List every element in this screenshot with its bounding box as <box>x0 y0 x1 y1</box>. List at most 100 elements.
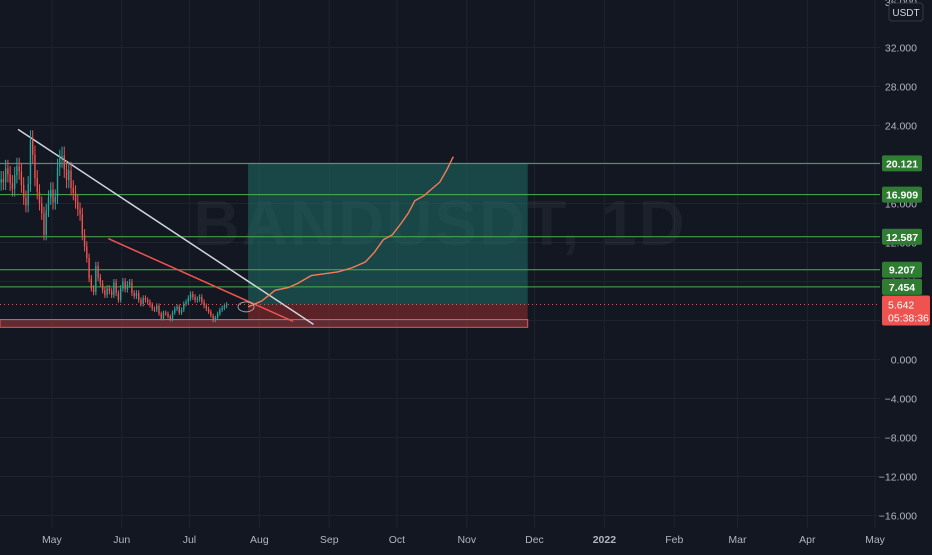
candle-body <box>43 213 45 235</box>
candle-body <box>41 203 43 214</box>
projection-path[interactable] <box>237 156 454 313</box>
candle-body <box>158 305 160 314</box>
candle-body <box>140 300 142 304</box>
candle-body <box>63 155 65 170</box>
candle-body <box>47 197 50 211</box>
candle-body <box>174 308 176 313</box>
candle-body <box>147 300 149 302</box>
horizontal-levels[interactable] <box>0 162 880 288</box>
candle-body <box>198 297 201 300</box>
candle-body <box>196 299 199 301</box>
candle-body <box>65 169 68 181</box>
candle-body <box>117 293 120 301</box>
candle-body <box>20 171 23 185</box>
candle-body <box>77 201 79 210</box>
candle-body <box>221 307 223 310</box>
candle-body <box>22 184 25 198</box>
candle-body <box>29 140 32 184</box>
candle-body <box>203 301 205 306</box>
x-tick-label: Apr <box>799 534 816 546</box>
candle-body <box>95 265 97 293</box>
candle-body <box>153 308 156 310</box>
trendline-minor[interactable] <box>107 237 294 323</box>
candle-body <box>205 305 208 309</box>
candle-body <box>72 187 74 193</box>
candle-body <box>219 309 221 314</box>
level-label-bg-1 <box>882 186 922 203</box>
stop-zone[interactable] <box>248 304 528 320</box>
target-zone[interactable] <box>248 163 528 305</box>
candle-body <box>113 282 115 296</box>
last-price-label-bg <box>882 295 930 326</box>
zones <box>0 163 529 328</box>
candle-body <box>210 311 212 316</box>
candle-body <box>97 265 99 278</box>
candle-body <box>171 312 174 320</box>
candle-body <box>34 154 36 179</box>
candle-body <box>86 246 88 259</box>
candle-body <box>122 281 124 289</box>
candle-body <box>162 312 165 319</box>
candle-body <box>225 304 228 306</box>
time-axis[interactable]: May Jun Jul Aug Sep Oct Nov Dec 2022 Feb Mar Apr May <box>42 534 886 546</box>
candle-body <box>110 291 113 296</box>
y-tick-label: 28.000 <box>885 82 917 94</box>
candle-body <box>183 303 185 310</box>
candle-body <box>144 298 147 301</box>
candle-body <box>61 155 63 159</box>
candle-body <box>79 209 81 215</box>
candle-body <box>11 183 14 189</box>
candle-body <box>156 305 158 310</box>
y-tick-label: −8.000 <box>885 433 918 445</box>
candle-body <box>216 313 219 318</box>
candle-body <box>13 175 16 189</box>
trendlines[interactable] <box>17 128 314 326</box>
x-tick-label: Nov <box>457 534 476 546</box>
candle-body <box>212 315 214 321</box>
x-tick-label: Aug <box>250 534 269 546</box>
candle-body <box>178 306 180 313</box>
y-tick-label: 0.000 <box>891 355 917 367</box>
last-price-value: 5.642 <box>888 299 914 311</box>
candle-body <box>52 189 54 203</box>
candle-body <box>124 281 126 290</box>
level-labels: 20.121 16.909 12.587 9.207 7.454 <box>882 155 922 295</box>
candle-body <box>36 178 38 192</box>
candle-body <box>88 258 90 279</box>
candle-body <box>106 288 108 296</box>
candle-body <box>104 290 106 296</box>
candle-body <box>126 284 129 290</box>
candle-body <box>214 317 217 321</box>
y-tick-label: −12.000 <box>879 472 917 484</box>
candle-body <box>7 168 9 175</box>
candle-body <box>59 158 61 168</box>
currency-label: USDT <box>892 8 919 19</box>
candle-body <box>2 179 5 183</box>
time-scale-background[interactable] <box>0 528 932 550</box>
candle-body <box>207 308 210 312</box>
candle-body <box>135 293 138 297</box>
candle-body <box>81 214 84 235</box>
x-tick-label: 2022 <box>593 534 617 546</box>
level-label-3: 9.207 <box>889 265 915 277</box>
level-label-bg-3 <box>882 261 922 278</box>
candle-body <box>108 288 111 292</box>
candle-body <box>50 189 52 198</box>
y-tick-label: −16.000 <box>879 511 917 523</box>
support-zone[interactable] <box>0 319 529 328</box>
x-tick-label: Jun <box>113 534 130 546</box>
candle-body <box>74 192 77 202</box>
level-label-bg-4 <box>882 278 922 295</box>
currency-badge[interactable]: USDT <box>888 2 924 22</box>
candle-body <box>192 294 194 298</box>
candle-body <box>99 277 102 284</box>
candle-body <box>201 297 203 302</box>
trendline-major[interactable] <box>17 128 314 326</box>
candle-body <box>83 234 86 247</box>
candle-body <box>223 305 226 308</box>
candle-body <box>160 313 162 319</box>
projection-curve[interactable] <box>247 156 454 308</box>
x-tick-label: Sep <box>320 534 339 546</box>
